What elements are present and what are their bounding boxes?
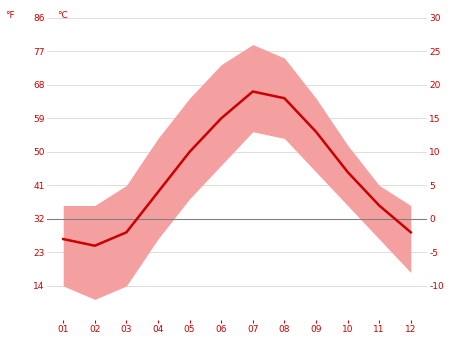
Text: °C: °C — [57, 11, 68, 20]
Text: °F: °F — [5, 11, 14, 20]
